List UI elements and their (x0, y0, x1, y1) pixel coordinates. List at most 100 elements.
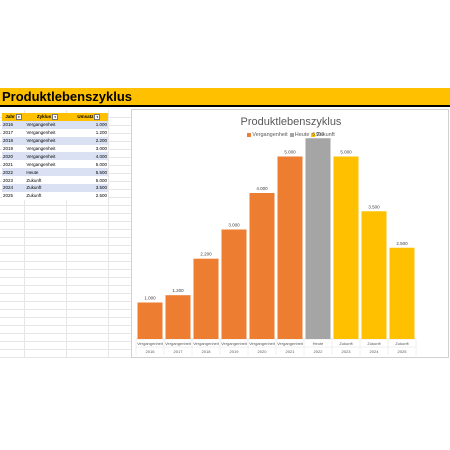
cell-umsatz[interactable]: 1.000 (69, 120, 108, 129)
data-label: 5.000 (284, 150, 296, 155)
grid-row (0, 286, 131, 294)
bar-2016[interactable] (137, 302, 163, 340)
x-tick-label-cycle: Vergangenheit (137, 341, 164, 346)
x-tick-label-cycle: Zukunft (395, 341, 409, 346)
cell-jahr[interactable]: 2017 (2, 128, 26, 137)
cell-zyklus[interactable]: Vergangenheit (25, 152, 70, 161)
x-tick-label-year: 2022 (314, 349, 324, 354)
cell-umsatz[interactable]: 2.500 (69, 191, 108, 200)
cell-zyklus[interactable]: Zukunft (25, 191, 70, 200)
cell-umsatz[interactable]: 5.500 (69, 168, 108, 177)
data-label: 4.000 (256, 186, 268, 191)
cell-umsatz[interactable]: 5.000 (69, 160, 108, 169)
x-tick-label-cycle: Vergangenheit (277, 341, 304, 346)
data-table: Jahr ▾ Zyklus ▾ Umsatz ▾ 2016 Vergangenheit 1… (2, 113, 108, 200)
cell-jahr[interactable]: 2022 (2, 168, 26, 177)
bar-2020[interactable] (249, 193, 275, 339)
grid-row (0, 350, 131, 358)
x-tick-label-year: 2019 (230, 349, 240, 354)
chart-title: Produktlebenszyklus (240, 116, 342, 128)
x-tick-label-cycle: Zukunft (367, 341, 381, 346)
grid-row (0, 238, 131, 246)
bar-2021[interactable] (277, 156, 303, 340)
table-row: 2019 Vergangenheit 3.000 (2, 144, 108, 153)
cell-zyklus[interactable]: Zukunft (25, 184, 70, 192)
cell-jahr[interactable]: 2024 (2, 184, 26, 192)
data-label: 2.500 (396, 241, 408, 246)
bar-2019[interactable] (221, 229, 247, 340)
data-label: 3.000 (228, 223, 240, 228)
grid-row (0, 206, 131, 214)
bar-2018[interactable] (193, 258, 219, 339)
cell-jahr[interactable]: 2020 (2, 152, 26, 161)
x-tick-label-cycle: Vergangenheit (165, 341, 192, 346)
filter-dropdown-icon[interactable]: ▾ (52, 114, 59, 121)
filter-dropdown-icon[interactable]: ▾ (94, 114, 101, 121)
data-label: 3.500 (368, 204, 380, 209)
data-label: 1.200 (172, 288, 184, 293)
chart-plot-area: 1.000 Vergangenheit 2016 1.200 Vergangenheit… (135, 131, 417, 355)
data-label: 5.500 (312, 131, 324, 136)
data-label: 2.200 (200, 252, 212, 257)
table-row: 2021 Vergangenheit 5.000 (2, 160, 108, 169)
cell-jahr[interactable]: 2018 (2, 136, 26, 145)
grid-row (0, 318, 131, 326)
bar-2017[interactable] (165, 295, 191, 339)
legend-item: Vergangenheit (247, 132, 288, 138)
grid-row (0, 246, 131, 254)
bar-2024[interactable] (361, 211, 387, 339)
cell-umsatz[interactable]: 3.000 (69, 144, 108, 153)
table-row: 2016 Vergangenheit 1.000 (2, 120, 108, 129)
cell-jahr[interactable]: 2016 (2, 120, 26, 129)
grid-row (0, 294, 131, 302)
table-header-row: Jahr ▾ Zyklus ▾ Umsatz ▾ (2, 113, 108, 121)
grid-row (0, 334, 131, 342)
cell-jahr[interactable]: 2025 (2, 191, 26, 200)
legend-swatch (289, 132, 294, 137)
cell-jahr[interactable]: 2019 (2, 144, 26, 153)
cell-zyklus[interactable]: Heute (25, 168, 70, 177)
grid-column-line (24, 110, 25, 358)
legend-label: Vergangenheit (252, 132, 288, 138)
cell-zyklus[interactable]: Vergangenheit (25, 160, 70, 169)
cell-zyklus[interactable]: Zukunft (25, 176, 70, 185)
x-tick-label-year: 2017 (174, 349, 184, 354)
x-tick-label-year: 2023 (342, 349, 352, 354)
cell-umsatz[interactable]: 2.200 (69, 136, 108, 145)
cell-jahr[interactable]: 2021 (2, 160, 26, 169)
bar-2025[interactable] (389, 247, 415, 339)
x-tick-label-cycle: Vergangenheit (249, 341, 276, 346)
legend-label: Zukunft (316, 132, 335, 138)
x-tick-label-year: 2021 (286, 349, 296, 354)
bar-chart[interactable]: Produktlebenszyklus Vergangenheit Heute Zu… (131, 109, 449, 358)
cell-umsatz[interactable]: 5.000 (69, 176, 108, 185)
cell-jahr[interactable]: 2023 (2, 176, 26, 185)
column-header-jahr[interactable]: Jahr ▾ (2, 113, 26, 121)
grid-row (0, 214, 131, 222)
x-tick-label-cycle: Vergangenheit (221, 341, 248, 346)
bar-2022[interactable] (305, 138, 331, 339)
table-row: 2017 Vergangenheit 1.200 (2, 128, 108, 137)
x-tick-label-cycle: Zukunft (339, 341, 353, 346)
bar-2023[interactable] (333, 156, 359, 340)
x-tick-label-year: 2020 (258, 349, 268, 354)
table-row: 2018 Vergangenheit 2.200 (2, 136, 108, 145)
cell-umsatz[interactable]: 3.500 (69, 184, 108, 192)
column-header-zyklus[interactable]: Zyklus ▾ (25, 113, 70, 121)
filter-dropdown-icon[interactable]: ▾ (15, 114, 22, 121)
banner-divider (0, 105, 450, 107)
legend-item: Heute (289, 132, 309, 138)
cell-zyklus[interactable]: Vergangenheit (25, 120, 70, 129)
cell-zyklus[interactable]: Vergangenheit (25, 136, 70, 145)
data-label: 5.000 (340, 150, 352, 155)
grid-row (0, 326, 131, 334)
cell-umsatz[interactable]: 4.000 (69, 152, 108, 161)
column-header-umsatz[interactable]: Umsatz ▾ (69, 113, 108, 121)
legend-swatch (311, 132, 316, 137)
x-tick-label-cycle: Vergangenheit (193, 341, 220, 346)
cell-umsatz[interactable]: 1.200 (69, 128, 108, 137)
grid-row (0, 230, 131, 238)
cell-zyklus[interactable]: Vergangenheit (25, 128, 70, 137)
grid-row (0, 302, 131, 310)
cell-zyklus[interactable]: Vergangenheit (25, 144, 70, 153)
